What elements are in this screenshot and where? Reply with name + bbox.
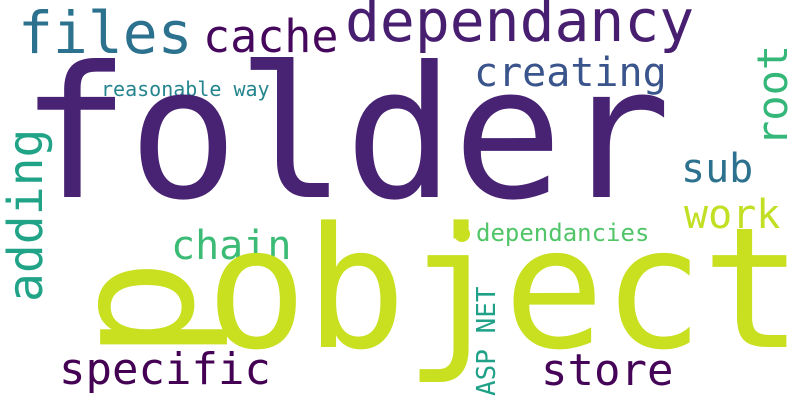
word-sub: sub [681,146,754,192]
word-root: root [748,44,797,146]
word-chain: chain [171,223,292,269]
word-creating: creating [474,50,667,96]
word-p: p [36,258,232,360]
word-asp-net: ASP NET [472,286,502,396]
word-dependancies: dependancies [476,219,650,247]
word-folder: folder [20,28,671,241]
word-cache: cache [203,10,339,63]
word-files: files [18,0,193,67]
word-specific: specific [59,344,271,395]
word-object: object [206,191,800,387]
word-reasonable-way: reasonable way [101,77,270,101]
word-dependancy: dependancy [345,0,695,55]
word-store: store [541,345,674,396]
word-work: work [684,192,781,238]
dot-glyph [454,226,470,242]
